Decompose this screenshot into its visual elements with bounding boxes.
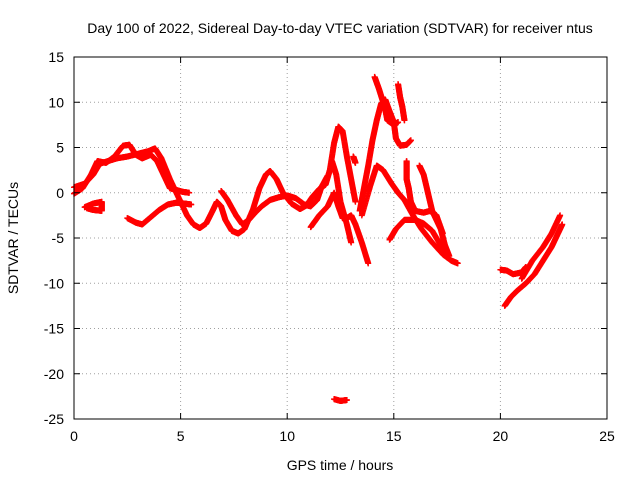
y-tick-label: 5 (56, 140, 64, 156)
y-tick-label: -5 (52, 230, 65, 246)
y-tick-label: 15 (48, 49, 64, 65)
x-tick-label: 5 (177, 428, 185, 444)
x-tick-label: 10 (279, 428, 295, 444)
x-tick-label: 20 (493, 428, 509, 444)
chart-title: Day 100 of 2022, Sidereal Day-to-day VTE… (87, 20, 593, 36)
series-trace-3 (81, 198, 105, 214)
grid-lines (74, 57, 607, 419)
series-trace-2 (71, 141, 193, 197)
x-axis-label: GPS time / hours (287, 457, 394, 473)
data-point (352, 198, 359, 205)
y-tick-label: -15 (44, 321, 64, 337)
data-point (186, 189, 193, 196)
x-tick-label: 0 (70, 428, 78, 444)
x-tick-label: 15 (386, 428, 402, 444)
data-point (188, 201, 195, 208)
x-tick-label: 25 (599, 428, 615, 444)
y-tick-label: -20 (44, 366, 64, 382)
data-points (71, 73, 566, 404)
y-axis-label: SDTVAR / TECUs (5, 182, 21, 294)
data-point (83, 205, 90, 212)
series-trace-4 (124, 199, 195, 228)
y-tick-label: 0 (56, 185, 64, 201)
data-point (324, 172, 331, 179)
y-tick-label: 10 (48, 94, 64, 110)
y-tick-label: -25 (44, 411, 64, 427)
y-tick-label: -10 (44, 275, 64, 291)
series-trace-5 (218, 172, 331, 228)
